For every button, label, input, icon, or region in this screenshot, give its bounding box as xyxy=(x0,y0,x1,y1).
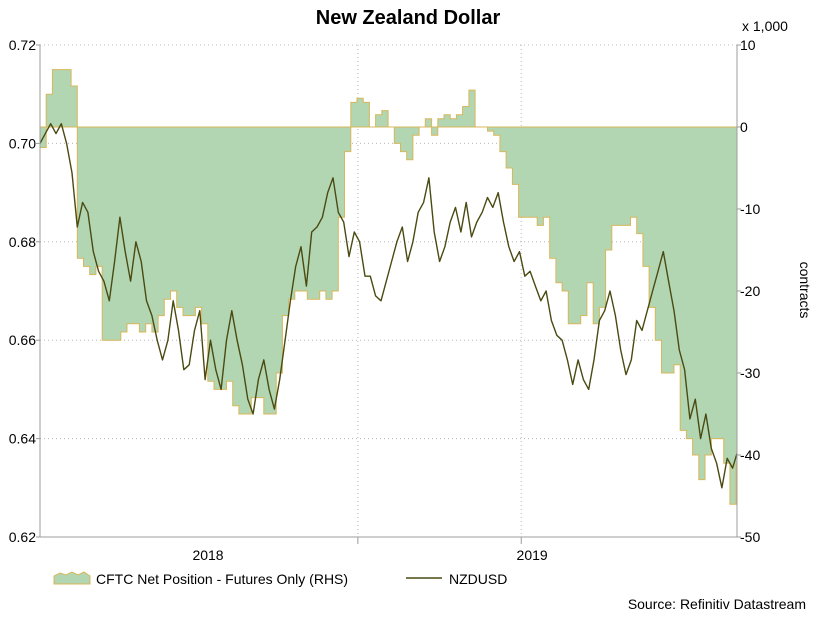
left-axis-tick-label: 0.70 xyxy=(9,135,36,151)
legend-label-nzdusd: NZDUSD xyxy=(449,571,507,587)
x-axis-tick-label: 2018 xyxy=(192,547,223,563)
right-axis-unit-label: x 1,000 xyxy=(742,18,788,34)
area-layer xyxy=(39,69,738,505)
right-axis-label: contracts xyxy=(797,262,813,319)
right-axis-tick-label: -30 xyxy=(740,365,760,381)
chart-title: New Zealand Dollar xyxy=(316,7,501,29)
right-axis-tick-label: 0 xyxy=(740,119,748,135)
ticks-layer: 0.72 0.70 0.68 0.66 0.64 0.62 10 0 -10 -20 -30 -40 -… xyxy=(9,37,761,563)
x-axis-tick-label: 2019 xyxy=(517,547,548,563)
series-line-nzdusd xyxy=(39,122,738,489)
legend-area-swatch xyxy=(53,571,91,585)
right-axis-tick-label: 10 xyxy=(740,37,756,53)
right-axis-tick-label: -50 xyxy=(740,529,760,545)
series-area-cftc xyxy=(39,69,738,505)
right-axis-tick-label: -40 xyxy=(740,447,760,463)
source-note: Source: Refinitiv Datastream xyxy=(628,596,806,612)
legend: CFTC Net Position - Futures Only (RHS) N… xyxy=(53,571,507,587)
left-axis-tick-label: 0.72 xyxy=(9,37,36,53)
left-axis-tick-label: 0.66 xyxy=(9,332,36,348)
legend-label-cftc: CFTC Net Position - Futures Only (RHS) xyxy=(96,571,348,587)
right-axis-tick-label: -20 xyxy=(740,283,760,299)
left-axis-tick-label: 0.62 xyxy=(9,529,36,545)
right-axis-tick-label: -10 xyxy=(740,201,760,217)
left-axis-tick-label: 0.68 xyxy=(9,234,36,250)
line-layer xyxy=(39,122,738,489)
legend-item-nzdusd: NZDUSD xyxy=(406,571,507,587)
legend-item-cftc: CFTC Net Position - Futures Only (RHS) xyxy=(53,571,348,587)
left-axis-tick-label: 0.64 xyxy=(9,431,36,447)
